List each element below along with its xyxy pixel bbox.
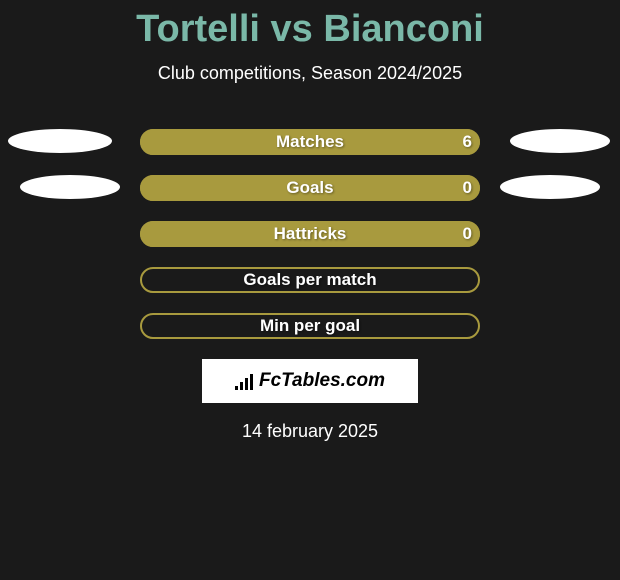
- stat-row: Goals0: [0, 175, 620, 201]
- date-line: 14 february 2025: [0, 421, 620, 442]
- logo-text: FcTables.com: [259, 370, 385, 392]
- stats-container: Matches6Goals0Hattricks0Goals per matchM…: [0, 129, 620, 339]
- stat-value: 0: [463, 221, 472, 247]
- stat-value: 0: [463, 175, 472, 201]
- stat-label: Matches: [140, 129, 480, 155]
- chart-icon: [235, 372, 255, 390]
- logo-box: FcTables.com: [202, 359, 418, 403]
- stat-label: Hattricks: [140, 221, 480, 247]
- stat-row: Matches6: [0, 129, 620, 155]
- player-marker-left: [20, 175, 120, 199]
- stat-value: 6: [463, 129, 472, 155]
- stat-label: Goals per match: [140, 267, 480, 293]
- stat-row: Goals per match: [0, 267, 620, 293]
- player-marker-left: [8, 129, 112, 153]
- stat-label: Min per goal: [140, 313, 480, 339]
- title-player1: Tortelli: [136, 8, 260, 50]
- player-marker-right: [510, 129, 610, 153]
- stat-row: Min per goal: [0, 313, 620, 339]
- page-title: Tortelli vs Bianconi: [0, 0, 620, 51]
- title-vs: vs: [271, 8, 313, 50]
- title-player2: Bianconi: [323, 8, 483, 50]
- player-marker-right: [500, 175, 600, 199]
- stat-label: Goals: [140, 175, 480, 201]
- stat-row: Hattricks0: [0, 221, 620, 247]
- subtitle: Club competitions, Season 2024/2025: [0, 63, 620, 84]
